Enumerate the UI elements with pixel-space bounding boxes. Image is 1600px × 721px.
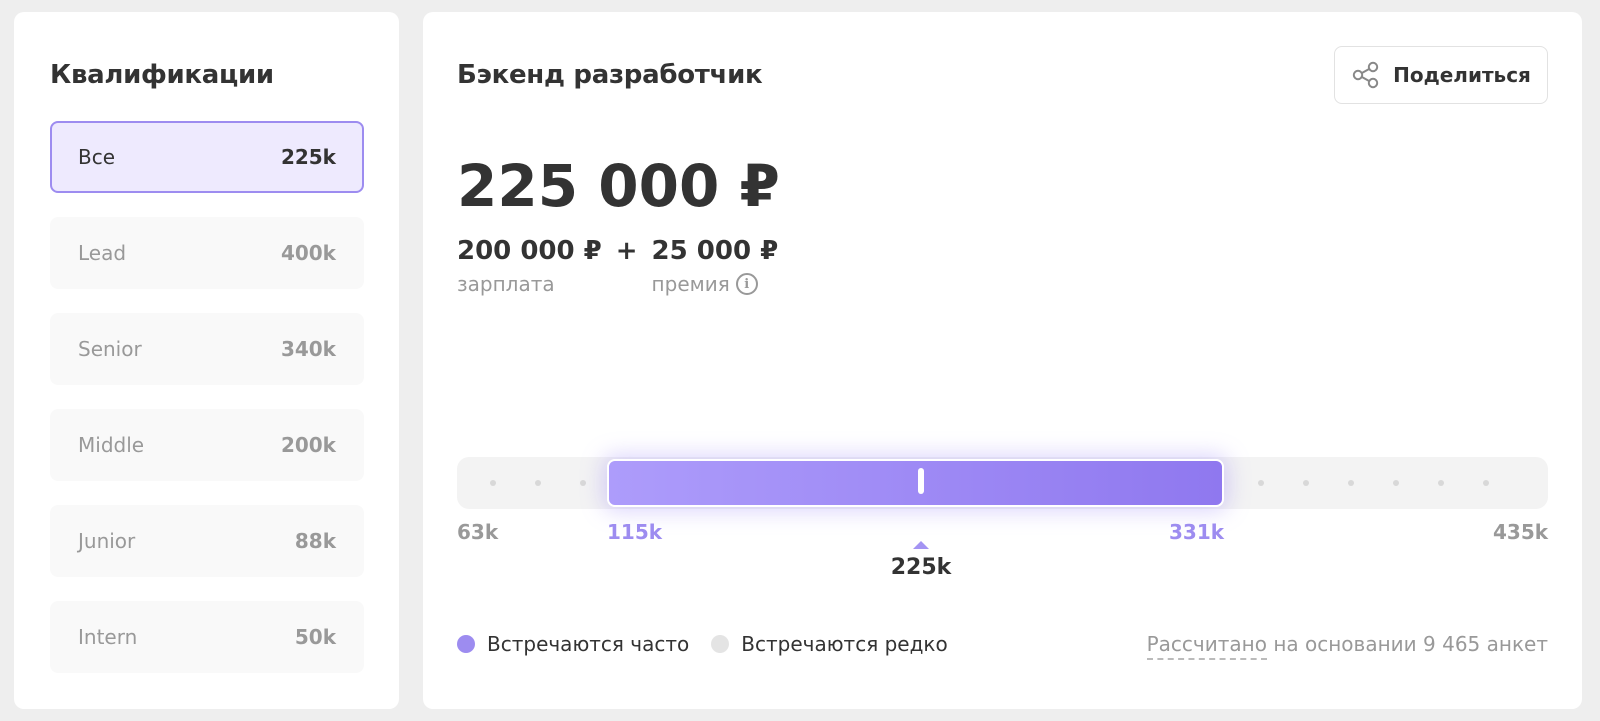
- qualification-value: 200k: [280, 433, 336, 457]
- median-label: 225k: [890, 555, 952, 580]
- salary-breakdown: 200 000 ₽ зарплата + 25 000 ₽ премия i: [457, 236, 778, 296]
- qualification-name: Lead: [78, 241, 127, 265]
- range-max-label: 435k: [1493, 520, 1549, 544]
- track-dot: [1393, 480, 1399, 486]
- qualification-value: 50k: [294, 625, 336, 649]
- share-button[interactable]: Поделиться: [1334, 46, 1548, 104]
- qualification-item-junior[interactable]: Junior 88k: [50, 505, 364, 577]
- qualifications-list: Все 225k Lead 400k Senior 340k Middle 20…: [50, 121, 364, 697]
- legend-item-often: Встречаются часто: [457, 632, 689, 656]
- legend-item-rare: Встречаются редко: [711, 632, 948, 656]
- qualification-item-middle[interactable]: Middle 200k: [50, 409, 364, 481]
- bonus-amount: 25 000 ₽: [651, 236, 779, 266]
- qualification-item-lead[interactable]: Lead 400k: [50, 217, 364, 289]
- legend-often-label: Встречаются часто: [487, 632, 690, 656]
- median-caret-icon: [913, 541, 930, 549]
- plus-sign: +: [615, 236, 638, 266]
- share-icon: [1351, 60, 1381, 90]
- calculation-rest: на основании 9 465 анкет: [1273, 632, 1548, 656]
- qualification-item-all[interactable]: Все 225k: [50, 121, 364, 193]
- qualifications-title: Квалификации: [50, 60, 274, 90]
- qualification-value: 400k: [280, 241, 336, 265]
- track-dot: [1438, 480, 1444, 486]
- track-dot: [490, 480, 496, 486]
- qualifications-panel: Квалификации Все 225k Lead 400k Senior 3…: [14, 12, 399, 709]
- range-low-label: 115k: [607, 520, 663, 544]
- track-dot: [1348, 480, 1354, 486]
- bonus-part: 25 000 ₽ премия i: [652, 236, 779, 296]
- qualification-value: 88k: [294, 529, 336, 553]
- total-salary: 225 000 ₽: [457, 152, 780, 220]
- qualification-name: Junior: [78, 529, 136, 553]
- salary-label: зарплата: [457, 272, 555, 296]
- bonus-label-row: премия i: [652, 272, 779, 296]
- qualification-value: 340k: [280, 337, 336, 361]
- qualification-name: Все: [78, 145, 116, 169]
- salary-part: 200 000 ₽ зарплата: [457, 236, 602, 296]
- track-dot: [1483, 480, 1489, 486]
- qualification-item-senior[interactable]: Senior 340k: [50, 313, 364, 385]
- track-dot: [1258, 480, 1264, 486]
- legend: Встречаются часто Встречаются редко: [457, 632, 970, 656]
- qualification-value: 225k: [280, 145, 336, 169]
- calculation-note: Рассчитано на основании 9 465 анкет: [1146, 632, 1548, 660]
- track-dot: [580, 480, 586, 486]
- legend-dot-rare: [711, 635, 730, 653]
- info-icon[interactable]: i: [735, 273, 758, 295]
- qualification-item-intern[interactable]: Intern 50k: [50, 601, 364, 673]
- range-high-label: 331k: [1169, 520, 1225, 544]
- share-label: Поделиться: [1393, 63, 1531, 87]
- salary-amount: 200 000 ₽: [457, 236, 602, 266]
- frequent-range-fill: [607, 459, 1224, 507]
- job-title: Бэкенд разработчик: [457, 60, 763, 90]
- qualification-name: Senior: [78, 337, 142, 361]
- salary-panel: Бэкенд разработчик Поделиться 225 000 ₽ …: [423, 12, 1582, 709]
- track-dot: [535, 480, 541, 486]
- median-marker: [918, 468, 925, 494]
- legend-dot-often: [457, 635, 475, 653]
- legend-rare-label: Встречаются редко: [741, 632, 948, 656]
- qualification-name: Middle: [78, 433, 145, 457]
- qualification-name: Intern: [78, 625, 138, 649]
- calculation-link[interactable]: Рассчитано: [1146, 632, 1267, 660]
- track-dot: [1303, 480, 1309, 486]
- range-min-label: 63k: [457, 520, 499, 544]
- salary-range-track: [457, 457, 1548, 509]
- bonus-label: премия: [651, 272, 730, 296]
